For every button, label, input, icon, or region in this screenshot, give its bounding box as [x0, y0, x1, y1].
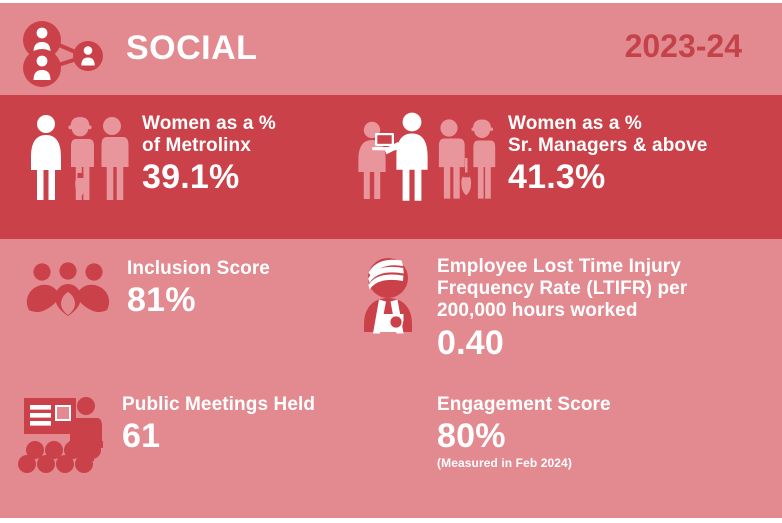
people-group-woman-highlighted-icon — [22, 108, 130, 208]
stat-note: (Measured in Feb 2024) — [437, 456, 572, 471]
public-presentation-icon — [18, 392, 112, 477]
stat-women-senior: Women as a % Sr. Managers & above 41.3% — [352, 108, 772, 230]
stat-text-block: Women as a % of Metrolinx 39.1% — [142, 113, 276, 197]
injured-worker-icon — [355, 252, 425, 337]
stat-value: 39.1% — [142, 158, 240, 197]
stat-label: Women as a % Sr. Managers & above — [508, 113, 708, 157]
stat-label: Engagement Score — [437, 394, 611, 415]
stat-text-block: Inclusion Score 81% — [127, 258, 270, 319]
stat-value: 80% — [437, 417, 506, 456]
report-year: 2023-24 — [624, 28, 742, 64]
stat-text-block: Employee Lost Time Injury Frequency Rate… — [437, 256, 687, 362]
stat-label: Employee Lost Time Injury Frequency Rate… — [437, 256, 688, 322]
social-network-icon — [18, 20, 110, 87]
stat-label: Public Meetings Held — [122, 394, 316, 415]
people-group-woman-manager-icon — [352, 108, 502, 208]
stat-value: 0.40 — [437, 323, 504, 362]
stat-label: Women as a % of Metrolinx — [142, 113, 276, 157]
highlight-band — [0, 95, 782, 239]
bottom-band — [0, 385, 782, 518]
inclusion-people-icon — [22, 258, 114, 320]
stat-ltifr: Employee Lost Time Injury Frequency Rate… — [355, 252, 775, 377]
stat-value: 61 — [122, 417, 161, 456]
page-title: SOCIAL — [126, 29, 258, 67]
stat-engagement: Engagement Score 80% (Measured in Feb 20… — [437, 392, 767, 502]
stat-meetings: Public Meetings Held 61 — [18, 392, 362, 502]
stat-value: 81% — [127, 281, 196, 320]
stat-women-metrolinx: Women as a % of Metrolinx 39.1% — [22, 108, 352, 230]
stat-text-block: Women as a % Sr. Managers & above 41.3% — [508, 113, 707, 197]
stat-text-block: Engagement Score 80% (Measured in Feb 20… — [437, 394, 611, 470]
stat-label: Inclusion Score — [127, 258, 270, 279]
header-band — [0, 3, 782, 95]
stat-value: 41.3% — [508, 158, 606, 197]
stat-text-block: Public Meetings Held 61 — [122, 394, 315, 455]
stat-inclusion: Inclusion Score 81% — [22, 258, 352, 368]
